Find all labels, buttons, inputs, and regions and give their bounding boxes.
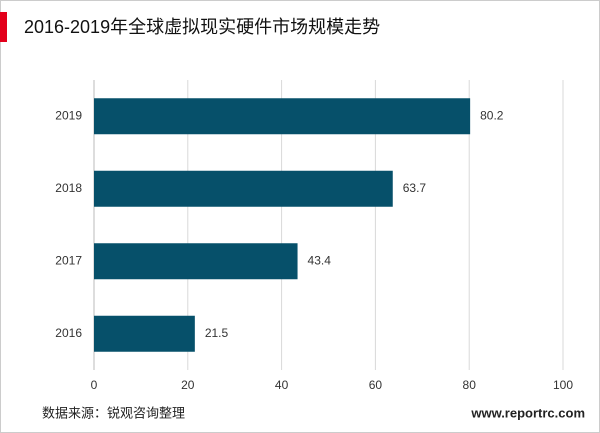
x-tick-label: 20 [181, 378, 195, 392]
x-tick-label: 100 [553, 378, 573, 392]
y-tick-label: 2018 [55, 181, 82, 195]
bar [94, 170, 393, 207]
y-tick-label: 2017 [55, 253, 82, 267]
source-note: 数据来源：锐观咨询整理 [42, 405, 185, 420]
x-tick-label: 60 [369, 378, 383, 392]
bar [94, 243, 298, 280]
website: www.reportrc.com [470, 405, 585, 420]
value-label: 80.2 [480, 108, 504, 122]
x-tick-label: 0 [91, 378, 98, 392]
x-tick-label: 80 [463, 378, 477, 392]
title-accent [0, 12, 7, 42]
y-tick-label: 2016 [55, 326, 82, 340]
value-label: 21.5 [205, 326, 229, 340]
x-tick-label: 40 [275, 378, 289, 392]
y-tick-label: 2019 [55, 108, 82, 122]
value-label: 43.4 [308, 253, 332, 267]
bar [94, 98, 471, 135]
value-label: 63.7 [403, 181, 427, 195]
chart-title: 2016-2019年全球虚拟现实硬件市场规模走势 [24, 17, 380, 37]
bar [94, 315, 195, 352]
